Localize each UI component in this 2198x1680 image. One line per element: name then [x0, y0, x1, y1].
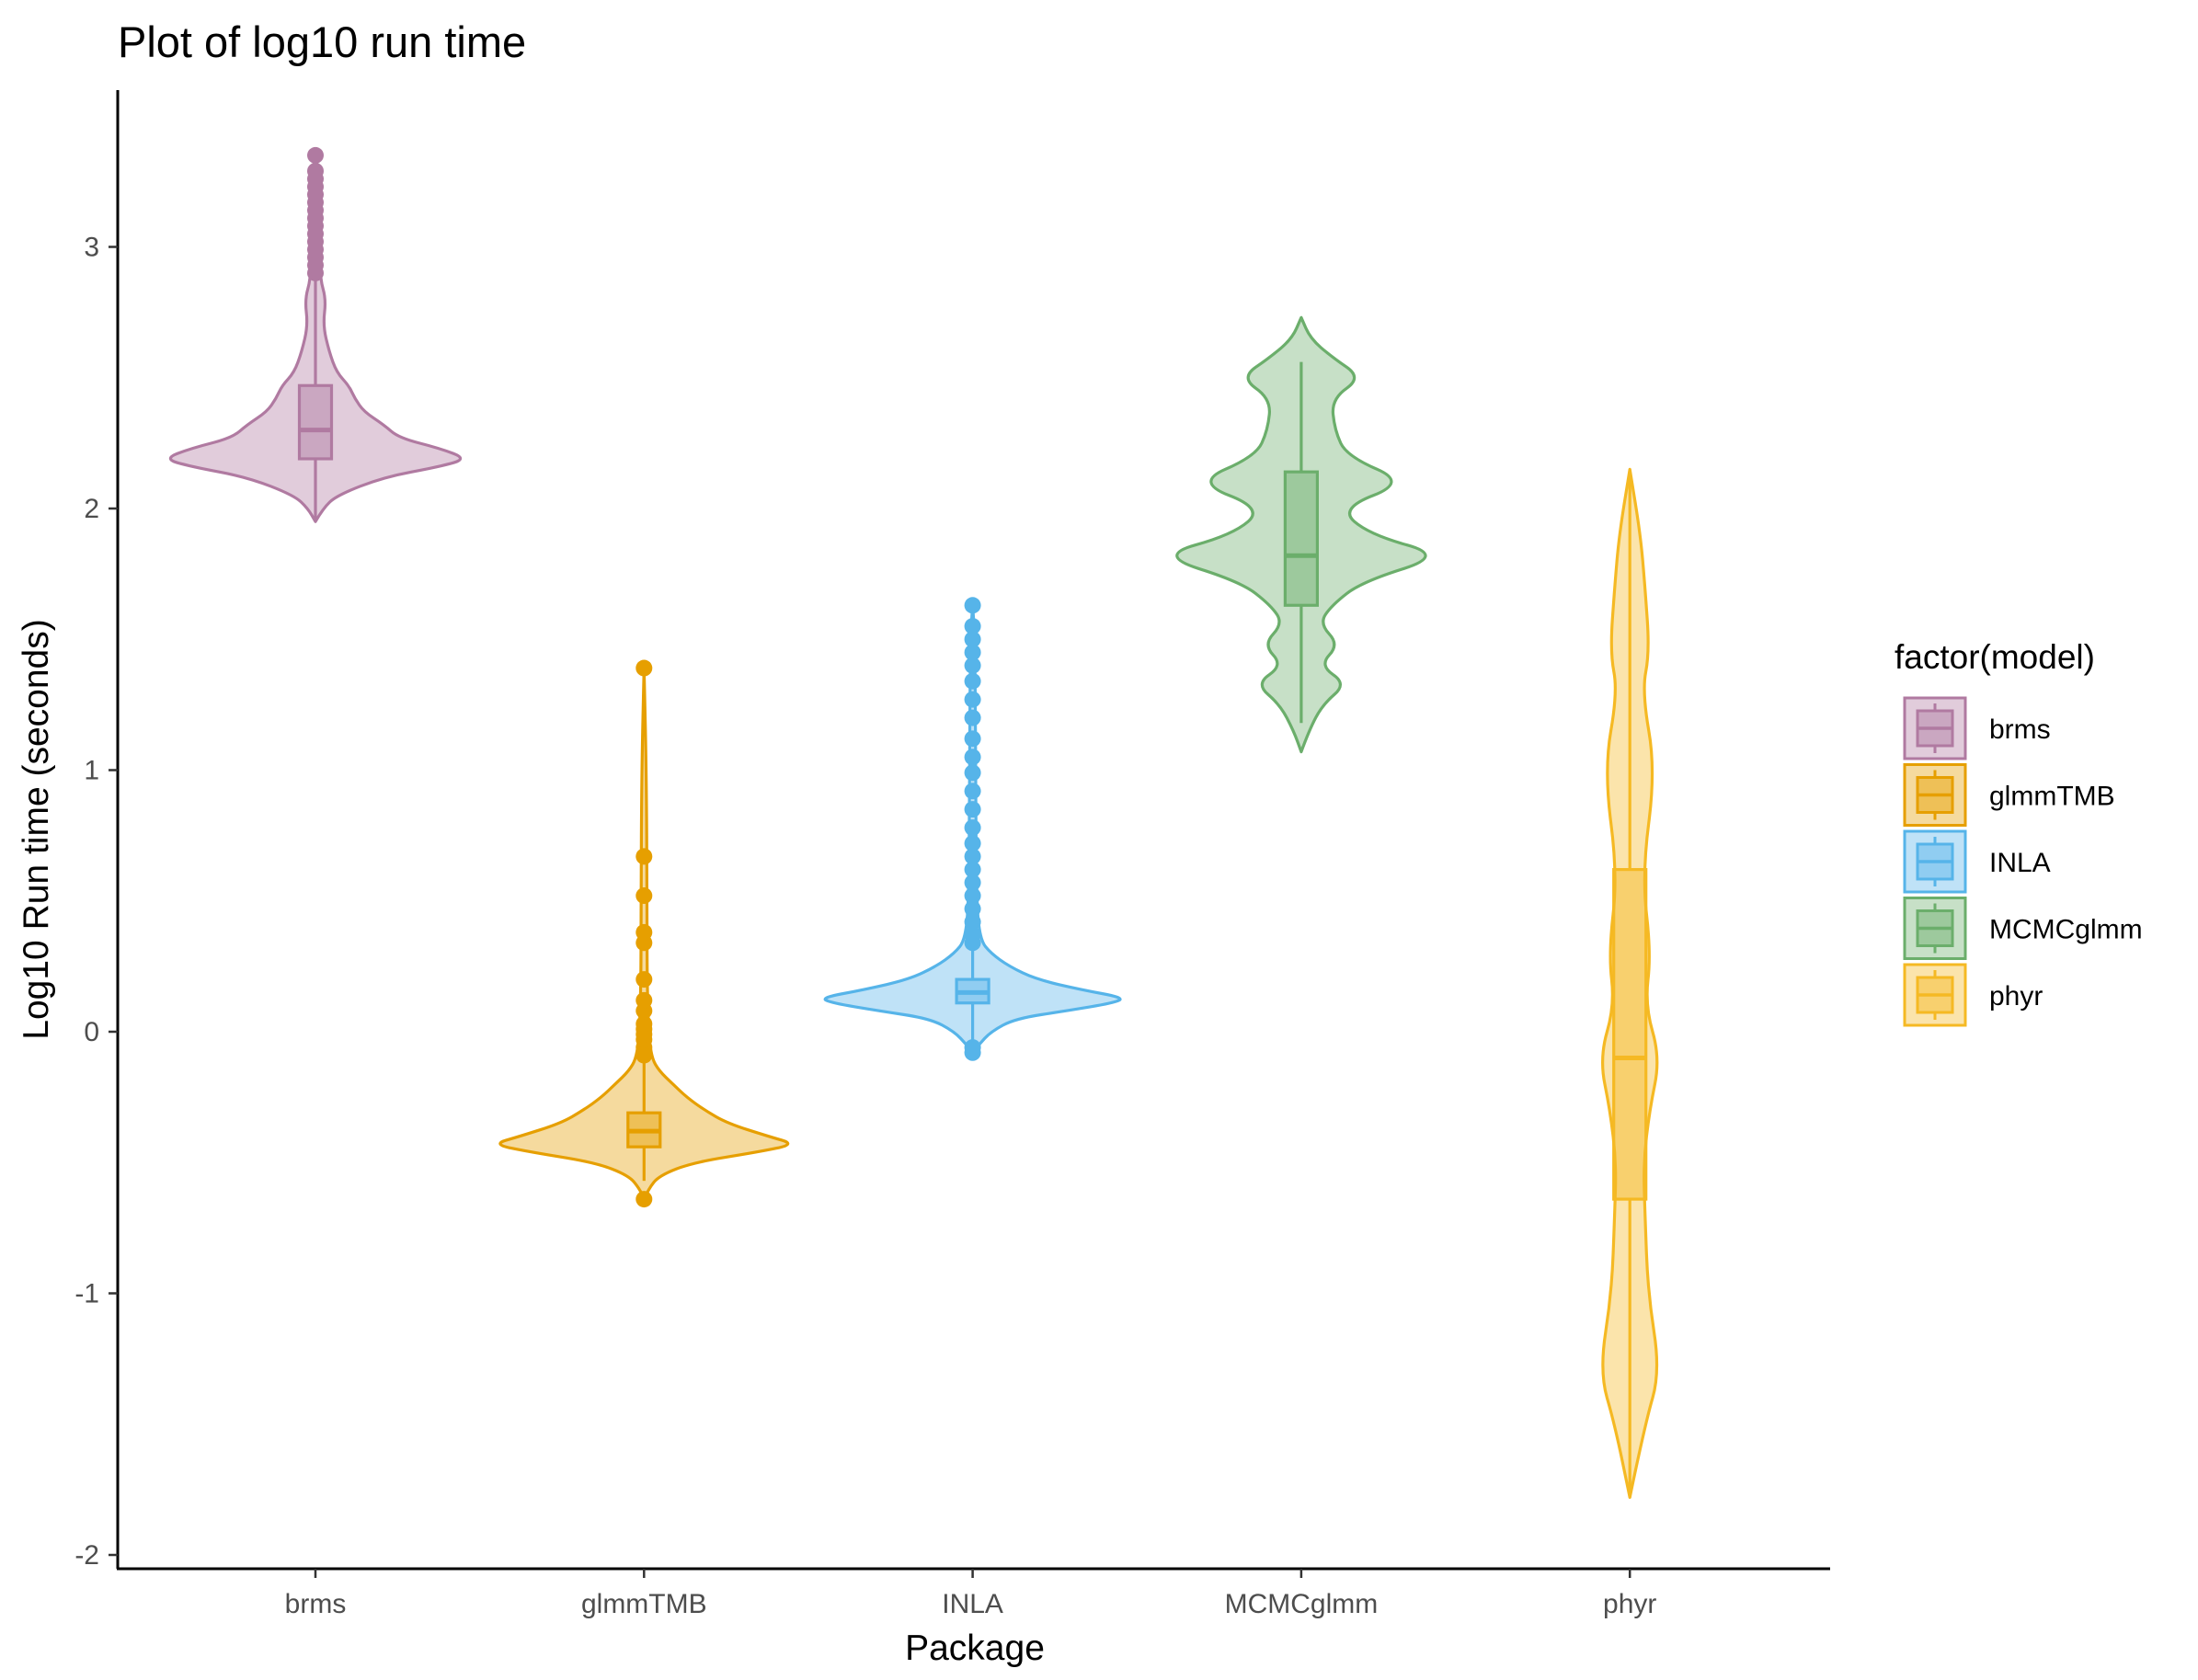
outlier-point	[964, 749, 981, 766]
legend-item-INLA: INLA	[1903, 829, 2051, 894]
legend-label: brms	[1989, 714, 2051, 745]
outlier-point	[964, 913, 981, 931]
legend: factor(model) brms glmmTMB INLA MCMCglmm phy…	[1895, 638, 2143, 1027]
outlier-point	[635, 659, 653, 677]
x-tick-label: MCMCglmm	[1225, 1589, 1379, 1619]
x-tick-label: glmmTMB	[581, 1589, 707, 1619]
outlier-point	[964, 801, 981, 818]
outlier-point	[635, 991, 653, 1009]
outlier-point	[964, 900, 981, 918]
legend-label: INLA	[1989, 848, 2051, 878]
outlier-point	[964, 848, 981, 865]
outlier-point	[964, 764, 981, 782]
y-axis-title: Log10 Run time (seconds)	[17, 619, 56, 1039]
box	[1283, 470, 1320, 607]
outlier-point	[635, 1015, 653, 1033]
outlier-point	[964, 730, 981, 748]
outlier-point	[307, 162, 324, 179]
outlier-point	[635, 848, 653, 865]
outlier-point	[964, 861, 981, 878]
outlier-point	[964, 618, 981, 635]
legend-label: MCMCglmm	[1989, 915, 2143, 945]
chart-title: Plot of log10 run time	[118, 17, 526, 66]
outlier-point	[964, 819, 981, 837]
outlier-point	[964, 644, 981, 661]
x-axis-ticks: brms glmmTMB INLA MCMCglmm phyr	[285, 1569, 1656, 1619]
violin-INLA	[823, 597, 1122, 1061]
x-tick-label: phyr	[1603, 1589, 1656, 1619]
legend-item-brms: brms	[1903, 696, 2051, 760]
x-tick-label: brms	[285, 1589, 347, 1619]
outlier-point	[964, 835, 981, 852]
y-tick-label: -2	[74, 1540, 99, 1571]
outlier-point	[964, 597, 981, 614]
x-axis-title: Package	[905, 1629, 1045, 1668]
outlier-point	[307, 146, 324, 164]
y-tick-label: 2	[84, 494, 99, 524]
legend-label: phyr	[1989, 981, 2043, 1011]
outlier-point	[964, 783, 981, 800]
legend-item-phyr: phyr	[1903, 963, 2043, 1027]
violin-brms	[168, 146, 463, 523]
box	[1612, 868, 1648, 1201]
x-tick-label: INLA	[942, 1589, 1003, 1619]
y-tick-label: -1	[74, 1279, 99, 1309]
outlier-point	[964, 874, 981, 891]
legend-title: factor(model)	[1895, 638, 2095, 676]
outlier-point	[964, 709, 981, 726]
violin-glmmTMB	[498, 659, 790, 1208]
plot-area	[168, 146, 1659, 1500]
outlier-point	[964, 887, 981, 905]
outlier-point	[635, 923, 653, 941]
outlier-point	[964, 657, 981, 674]
y-tick-label: 0	[84, 1017, 99, 1047]
legend-item-glmmTMB: glmmTMB	[1903, 763, 2115, 827]
y-tick-label: 1	[84, 756, 99, 786]
y-tick-label: 3	[84, 233, 99, 263]
violin-shape	[1175, 315, 1427, 754]
outlier-point	[964, 1039, 981, 1057]
legend-label: glmmTMB	[1989, 782, 2115, 812]
outlier-point	[635, 887, 653, 905]
box	[297, 383, 334, 461]
outlier-point	[964, 631, 981, 648]
outlier-point	[635, 971, 653, 989]
outlier-point	[964, 926, 981, 943]
y-axis-ticks: -2 -1 0 1 2 3	[74, 233, 118, 1571]
outlier-point	[635, 1191, 653, 1208]
violin-phyr	[1601, 467, 1659, 1500]
violin-MCMCglmm	[1175, 315, 1427, 754]
outlier-point	[964, 691, 981, 708]
legend-item-MCMCglmm: MCMCglmm	[1903, 897, 2143, 960]
outlier-point	[964, 672, 981, 690]
